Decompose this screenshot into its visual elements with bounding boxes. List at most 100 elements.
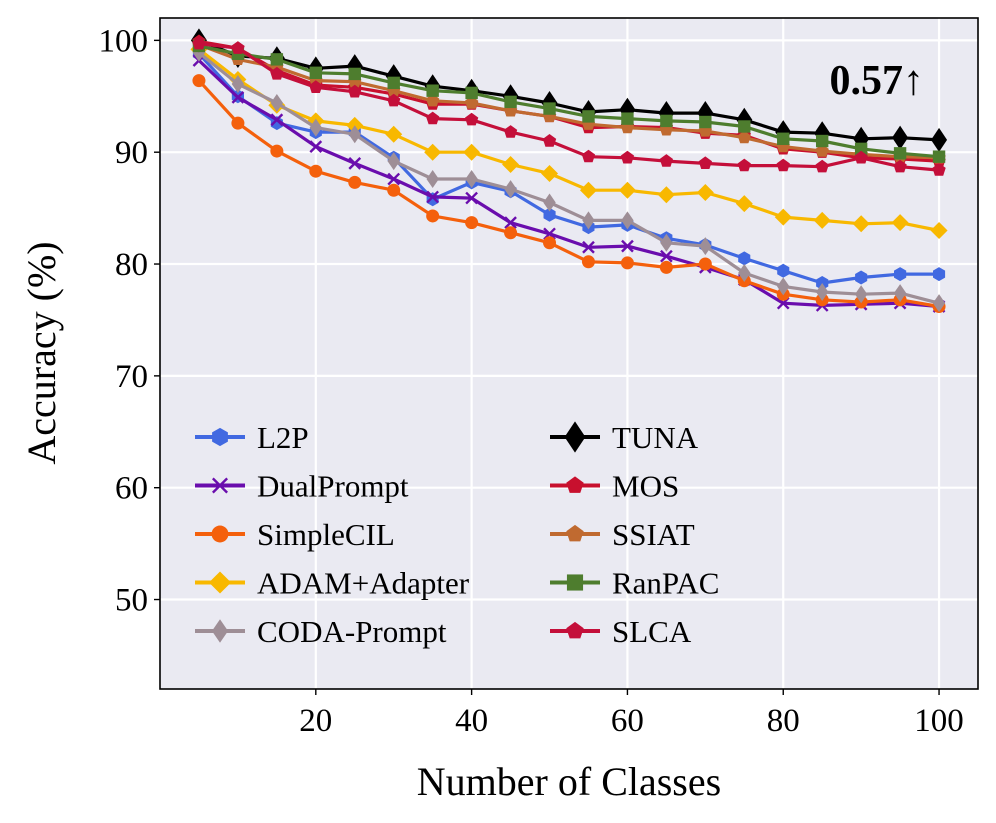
data-point [777, 132, 790, 145]
x-tick-label: 80 [767, 703, 800, 739]
x-stroke [309, 140, 323, 153]
data-point [582, 110, 595, 123]
data-point [270, 144, 284, 158]
x-stroke [465, 191, 478, 205]
axis-ticks: 20 40 60 80 100 50 60 70 80 90 100 [99, 23, 964, 739]
legend-label: L2P [257, 420, 309, 455]
data-point [465, 216, 479, 230]
data-point [426, 209, 440, 223]
data-point [502, 156, 520, 174]
data-point [463, 143, 481, 161]
series-adam-adapter [190, 40, 948, 239]
data-point [426, 190, 440, 204]
x-tick-label: 60 [611, 703, 644, 739]
data-point [387, 93, 401, 107]
data-point [504, 180, 517, 199]
data-point [893, 147, 907, 160]
series-layer [190, 28, 948, 314]
data-point [930, 221, 948, 239]
x-stroke [426, 190, 440, 204]
legend-label: SLCA [612, 614, 692, 649]
legend: L2P DualPrompt SimpleCIL ADAM+Adapter CODA-P… [195, 420, 719, 649]
data-point [270, 93, 284, 112]
legend-marker [211, 619, 229, 643]
data-point [932, 163, 946, 176]
data-point [660, 249, 673, 263]
legend-marker [212, 427, 228, 447]
data-point [426, 111, 440, 125]
data-point [504, 216, 517, 230]
data-point [855, 270, 868, 285]
data-point [932, 294, 946, 313]
series-line [198, 42, 940, 172]
data-point [854, 150, 868, 164]
x-stroke [212, 477, 228, 494]
data-point [815, 282, 829, 301]
y-tick-label: 50 [115, 583, 148, 619]
data-point [621, 239, 634, 253]
data-point [543, 193, 556, 212]
data-point [698, 156, 712, 169]
data-point [542, 134, 557, 147]
data-point [309, 164, 323, 178]
data-point [621, 112, 634, 125]
data-point [777, 277, 790, 296]
legend-item: ADAM+Adapter [195, 566, 470, 601]
x-stroke [231, 91, 245, 104]
series-simplecil [192, 74, 946, 314]
data-point [932, 150, 946, 163]
series-line [198, 43, 940, 160]
data-point [660, 233, 673, 252]
data-point [270, 53, 284, 66]
data-point [581, 149, 596, 163]
data-point [777, 263, 790, 278]
legend-marker [566, 574, 584, 591]
legend-label: ADAM+Adapter [257, 566, 470, 601]
data-point [893, 284, 907, 303]
data-point [620, 256, 634, 270]
data-point [816, 276, 829, 290]
legend-marker [566, 476, 584, 493]
data-point [231, 41, 245, 54]
legend-label: MOS [612, 469, 679, 504]
data-point [543, 102, 556, 115]
data-point [815, 134, 829, 148]
data-point [426, 170, 439, 189]
legend-marker [212, 477, 228, 494]
data-point [660, 114, 673, 128]
legend-item: L2P [195, 420, 309, 455]
legend-item: SLCA [550, 614, 692, 649]
data-point [503, 125, 518, 138]
data-point [737, 130, 751, 144]
data-point [387, 183, 401, 197]
data-point [309, 140, 323, 153]
data-point [348, 84, 362, 98]
data-point [933, 267, 946, 282]
data-point [543, 236, 557, 250]
legend-item: RanPAC [550, 566, 719, 601]
data-point [426, 93, 440, 107]
data-point [699, 115, 712, 129]
legend-item: SSIAT [550, 517, 695, 552]
data-point [424, 143, 442, 161]
legend-marker [566, 524, 584, 542]
data-point [891, 214, 909, 232]
x-stroke [387, 172, 401, 186]
data-point [893, 159, 907, 173]
legend-marker [208, 571, 232, 594]
data-point [582, 211, 595, 230]
data-point [541, 164, 559, 182]
legend-marker [566, 621, 584, 639]
data-point [776, 158, 790, 172]
series-coda-prompt [192, 43, 946, 313]
data-point [348, 67, 361, 81]
data-point [465, 112, 479, 126]
data-point [465, 170, 478, 189]
y-tick-label: 60 [115, 471, 148, 507]
y-axis-label: Accuracy (%) [19, 241, 64, 464]
data-point [582, 240, 595, 254]
data-point [192, 36, 206, 50]
series-line [197, 79, 940, 309]
data-point [387, 76, 400, 90]
